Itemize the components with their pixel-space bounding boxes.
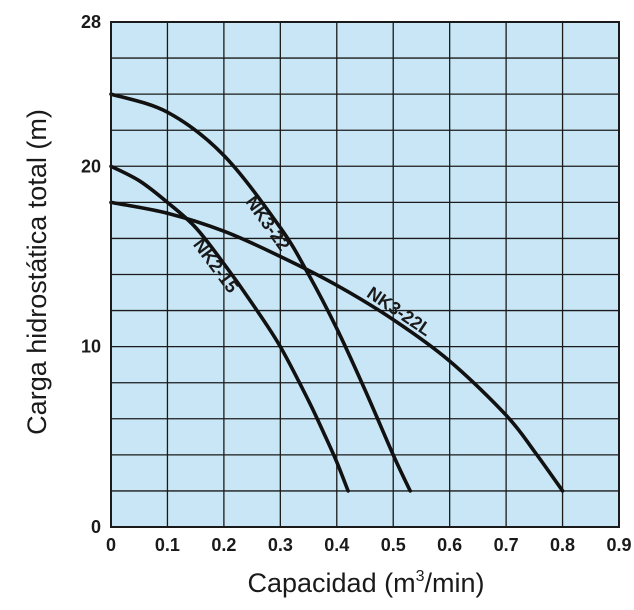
x-tick-label: 0.3 xyxy=(268,535,293,555)
performance-curves xyxy=(109,92,565,493)
x-axis-title: Capacidad (m3/min) xyxy=(248,568,485,598)
curve-nk3-22 xyxy=(109,92,412,493)
y-tick-labels: 0 10 20 28 xyxy=(81,12,101,537)
x-axis-title-tail: /min) xyxy=(424,568,484,598)
plot-frame xyxy=(110,21,620,528)
x-tick-label: 0.2 xyxy=(211,535,236,555)
x-tick-label: 0.9 xyxy=(606,535,631,555)
y-tick-label: 0 xyxy=(91,517,101,537)
x-axis-title-base: Capacidad (m xyxy=(248,568,416,598)
x-tick-label: 0.6 xyxy=(437,535,462,555)
x-tick-label: 0.7 xyxy=(494,535,519,555)
x-tick-label: 0.1 xyxy=(155,535,180,555)
x-tick-label: 0.8 xyxy=(550,535,575,555)
y-axis-title: Carga hidrostática total (m) xyxy=(22,109,52,435)
x-tick-label: 0 xyxy=(106,535,116,555)
x-tick-label: 0.5 xyxy=(381,535,406,555)
y-tick-label: 10 xyxy=(81,337,101,357)
x-tick-labels: 0 0.1 0.2 0.3 0.4 0.5 0.6 0.7 0.8 0.9 xyxy=(106,535,632,555)
grid-lines xyxy=(111,22,619,527)
x-tick-label: 0.4 xyxy=(324,535,349,555)
y-tick-label: 20 xyxy=(81,156,101,176)
y-tick-label: 28 xyxy=(81,12,101,32)
x-axis-title-superscript: 3 xyxy=(416,568,425,585)
curve-nk2-15 xyxy=(109,164,350,493)
curve-nk3-22l xyxy=(109,200,565,493)
